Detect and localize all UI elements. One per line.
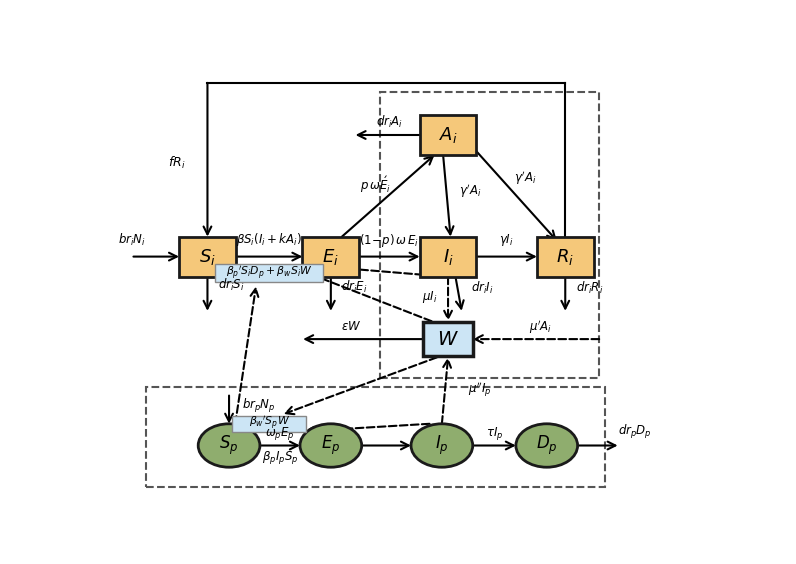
Text: $S_i$: $S_i$ (199, 246, 216, 267)
Text: $E_p$: $E_p$ (321, 434, 341, 457)
Text: $br_iN_i$: $br_iN_i$ (118, 232, 146, 248)
Text: $E_i$: $E_i$ (322, 246, 339, 267)
Text: $\varepsilon W$: $\varepsilon W$ (341, 320, 361, 333)
Ellipse shape (300, 424, 361, 467)
Text: $br_pN_p$: $br_pN_p$ (242, 398, 275, 416)
Text: $W$: $W$ (437, 329, 459, 349)
Text: $D_p$: $D_p$ (536, 434, 557, 457)
FancyBboxPatch shape (419, 115, 477, 155)
Text: $dr_pD_p$: $dr_pD_p$ (618, 424, 651, 442)
Text: $R_i$: $R_i$ (556, 246, 574, 267)
Text: $dr_iS_i$: $dr_iS_i$ (217, 277, 244, 293)
Text: $\tau I_p$: $\tau I_p$ (486, 425, 503, 442)
Ellipse shape (516, 424, 578, 467)
Text: $\gamma'A_i$: $\gamma'A_i$ (458, 183, 481, 200)
Text: $dr_iI_i$: $dr_iI_i$ (470, 280, 494, 296)
Ellipse shape (411, 424, 473, 467)
Text: $dr_iA_i$: $dr_iA_i$ (376, 114, 403, 130)
Text: $\gamma I_i$: $\gamma I_i$ (499, 232, 514, 248)
Text: $dr_iE_i$: $dr_iE_i$ (341, 279, 368, 295)
FancyBboxPatch shape (302, 237, 359, 276)
Text: $I_i$: $I_i$ (443, 246, 454, 267)
Text: $(1\!-\!p)\,\omega\, E_i$: $(1\!-\!p)\,\omega\, E_i$ (360, 232, 419, 249)
FancyBboxPatch shape (537, 237, 594, 276)
Bar (380, 91, 599, 378)
Text: $dr_iR_i$: $dr_iR_i$ (576, 280, 603, 296)
Text: $\beta_p{}'S_iD_p+\beta_wS_iW$: $\beta_p{}'S_iD_p+\beta_wS_iW$ (226, 265, 313, 282)
Text: $\beta_pI_pS_p$: $\beta_pI_pS_p$ (262, 449, 298, 466)
FancyBboxPatch shape (419, 237, 477, 276)
Text: $\beta S_i(I_i+kA_i)$: $\beta S_i(I_i+kA_i)$ (236, 231, 302, 248)
FancyBboxPatch shape (423, 321, 473, 356)
Text: $\mu I_i$: $\mu I_i$ (422, 289, 437, 305)
FancyBboxPatch shape (179, 237, 236, 276)
FancyBboxPatch shape (215, 265, 323, 282)
Text: $\mu'A_i$: $\mu'A_i$ (529, 318, 552, 336)
Text: $p\,\omega\'{E_i}$: $p\,\omega\'{E_i}$ (361, 174, 392, 195)
Text: $\gamma'A_i$: $\gamma'A_i$ (514, 170, 537, 187)
Text: $\mu''I_p$: $\mu''I_p$ (468, 381, 491, 399)
Bar (146, 387, 605, 487)
Ellipse shape (198, 424, 259, 467)
Text: $I_p$: $I_p$ (435, 434, 449, 457)
Text: $\beta_w{}'S_pW$: $\beta_w{}'S_pW$ (248, 415, 290, 433)
Text: $\omega_pE_p$: $\omega_pE_p$ (265, 425, 295, 442)
FancyBboxPatch shape (232, 416, 306, 431)
Text: $A_i$: $A_i$ (439, 125, 458, 145)
Text: $fR_i$: $fR_i$ (168, 155, 185, 171)
Text: $S_p$: $S_p$ (220, 434, 239, 457)
